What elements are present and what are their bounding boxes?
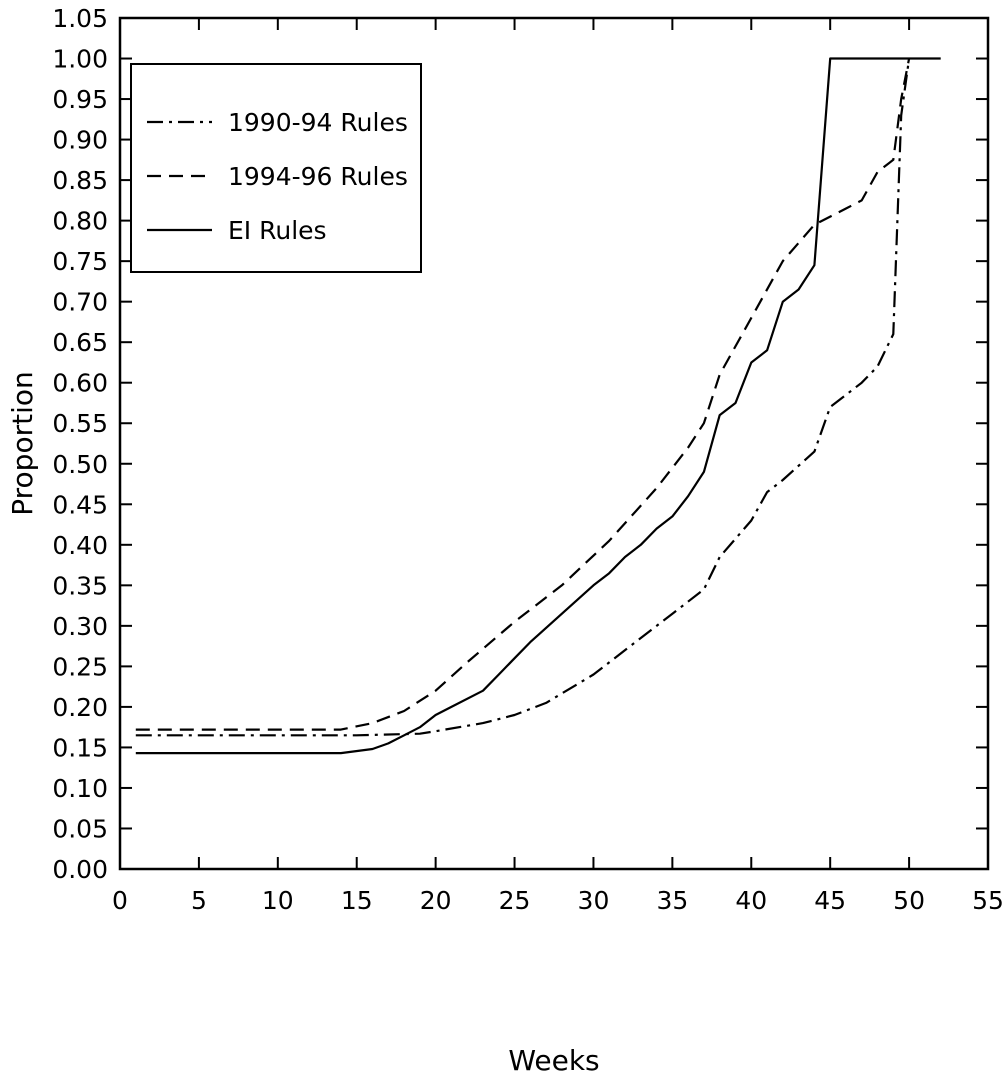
y-axis-title: Proportion (6, 371, 39, 515)
y-tick-label: 0.05 (52, 814, 108, 843)
x-tick-label: 45 (814, 886, 846, 915)
y-tick-label: 0.30 (52, 612, 108, 641)
legend-label-3: EI Rules (228, 216, 327, 245)
x-axis-ticks: 0 5 10 15 20 25 30 35 40 45 50 55 (112, 18, 1004, 915)
y-tick-label: 0.15 (52, 733, 108, 762)
y-tick-label: 0.35 (52, 571, 108, 600)
y-tick-label: 0.75 (52, 247, 108, 276)
x-tick-label: 0 (112, 886, 128, 915)
plot-frame (118, 16, 990, 871)
y-tick-label: 0.65 (52, 328, 108, 357)
y-tick-label: 0.50 (52, 450, 108, 479)
x-tick-label: 55 (972, 886, 1004, 915)
x-tick-label: 30 (578, 886, 610, 915)
y-axis-ticks: 0.00 0.05 0.10 0.15 0.20 0.25 0.30 0.35 0.40 0.45… (52, 4, 988, 884)
y-tick-label: 0.90 (52, 126, 108, 155)
y-tick-label: 0.10 (52, 774, 108, 803)
x-tick-label: 40 (735, 886, 767, 915)
y-tick-label: 1.05 (52, 4, 108, 33)
y-tick-label: 0.55 (52, 409, 108, 438)
legend-label-1: 1990-94 Rules (228, 108, 408, 137)
x-tick-label: 50 (893, 886, 925, 915)
y-tick-label: 0.40 (52, 531, 108, 560)
legend-label-2: 1994-96 Rules (228, 162, 408, 191)
y-tick-label: 1.00 (52, 45, 108, 74)
y-tick-label: 0.60 (52, 369, 108, 398)
legend: 1990-94 Rules 1994-96 Rules EI Rules (130, 63, 422, 273)
x-tick-label: 25 (499, 886, 531, 915)
y-tick-label: 0.70 (52, 288, 108, 317)
series-layer (135, 57, 941, 755)
legend-entries: 1990-94 Rules 1994-96 Rules EI Rules (147, 108, 408, 245)
x-axis-title: Weeks (508, 1044, 599, 1077)
series-line-3 (135, 57, 941, 755)
y-tick-label: 0.45 (52, 490, 108, 519)
series-line-2 (135, 58, 911, 731)
x-tick-label: 20 (420, 886, 452, 915)
plot-area-border (118, 16, 990, 871)
legend-box (130, 63, 422, 273)
y-tick-label: 0.20 (52, 693, 108, 722)
x-tick-label: 15 (341, 886, 373, 915)
y-tick-label: 0.95 (52, 85, 108, 114)
y-tick-label: 0.25 (52, 652, 108, 681)
x-tick-label: 5 (191, 886, 207, 915)
y-tick-label: 0.85 (52, 166, 108, 195)
y-tick-label: 0.80 (52, 207, 108, 236)
x-tick-label: 35 (656, 886, 688, 915)
x-tick-label: 10 (262, 886, 294, 915)
series-line-1 (135, 58, 911, 737)
y-tick-label: 0.00 (52, 855, 108, 884)
